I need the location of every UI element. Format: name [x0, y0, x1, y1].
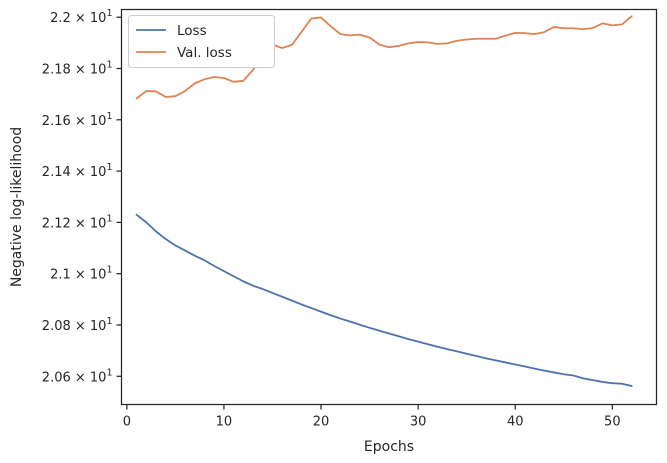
y-tick-label: 2.12 × 101	[42, 213, 113, 231]
x-tick-label: 40	[507, 415, 524, 430]
x-tick-label: 0	[123, 415, 131, 430]
y-tick-label: 2.16 × 101	[42, 111, 113, 129]
x-tick-label: 30	[410, 415, 427, 430]
plot-frame	[120, 8, 658, 406]
legend-label-val-loss: Val. loss	[177, 45, 232, 61]
series-line-loss	[135, 213, 633, 387]
legend-label-loss: Loss	[177, 23, 207, 39]
y-axis-label: Negative log-likelihood	[9, 127, 25, 287]
y-tick-label: 2.08 × 101	[42, 316, 113, 334]
x-tick-label: 20	[313, 415, 330, 430]
x-tick-label: 50	[604, 415, 621, 430]
y-tick-label: 2.06 × 101	[42, 367, 113, 385]
plot-lines	[135, 15, 633, 387]
x-tick-label: 10	[216, 415, 233, 430]
x-axis-label: Epochs	[364, 439, 414, 455]
y-axis-ticks: 2.06 × 101 2.08 × 101 2.1 × 101 2.12 × 101 2…	[42, 8, 122, 385]
y-tick-label: 2.14 × 101	[42, 162, 113, 180]
series-line-val-loss	[135, 15, 633, 100]
y-tick-label: 2.2 × 101	[50, 8, 112, 26]
x-axis-ticks: 0 10 20 30 40 50	[123, 404, 621, 430]
legend-box	[128, 15, 275, 68]
y-tick-label: 2.18 × 101	[42, 59, 113, 77]
legend: Loss Val. loss	[128, 15, 275, 68]
y-tick-label: 2.1 × 101	[50, 265, 112, 283]
